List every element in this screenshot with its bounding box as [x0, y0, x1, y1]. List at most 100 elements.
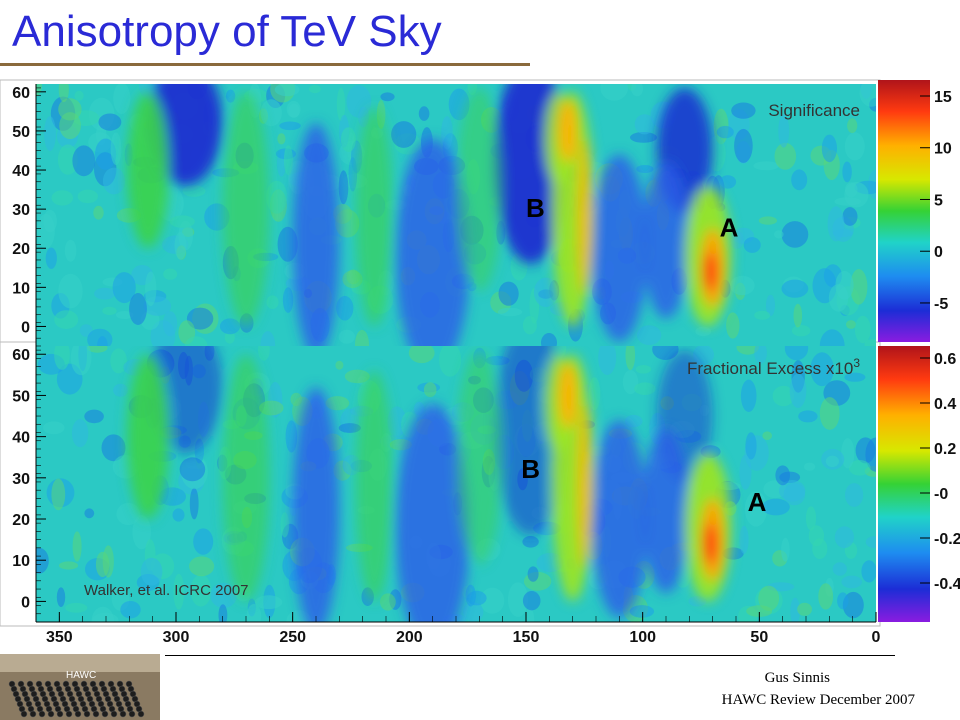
- colorbar-tick-label: 0: [934, 244, 943, 261]
- heatmap-cell: [84, 409, 104, 424]
- heatmap-feature: [642, 428, 690, 594]
- heatmap-cell: [91, 606, 115, 622]
- heatmap-cell: [87, 328, 113, 346]
- fractional-excess-colorbar-ticks: 0.6 0.4 0.2 -0 -0.2 -0.4: [920, 351, 960, 593]
- tank-dot: [29, 710, 37, 718]
- heatmap-cell: [308, 85, 321, 94]
- heatmap-cell: [854, 315, 871, 344]
- heatmap-cell: [95, 551, 110, 578]
- heatmap-cell: [832, 562, 847, 576]
- heatmap-cell: [225, 89, 236, 103]
- heatmap-cell: [790, 597, 800, 622]
- heatmap-cell: [812, 538, 828, 559]
- x-tick-label: 150: [513, 629, 540, 646]
- heatmap-cell: [805, 506, 817, 531]
- heatmap-feature: [577, 403, 592, 569]
- tank-dot: [92, 710, 100, 718]
- heatmap-cell: [163, 268, 178, 280]
- heatmap-cell: [527, 566, 539, 582]
- y-tick-label: 50: [12, 124, 30, 141]
- heatmap-cell: [819, 397, 840, 430]
- heatmap-cell: [129, 293, 147, 325]
- heatmap-cell: [762, 431, 772, 441]
- fractional-excess-axes: 0 10 20 30 40 50 60: [12, 346, 46, 623]
- heatmap-feature: [456, 87, 503, 292]
- heatmap-cell: [772, 385, 795, 407]
- y-tick-label: 20: [12, 241, 30, 258]
- heatmap-features: [127, 84, 732, 346]
- heatmap-feature: [558, 99, 578, 163]
- heatmap-cell: [184, 336, 208, 346]
- heatmap-cell: [845, 483, 864, 507]
- y-tick-label: 50: [12, 388, 30, 405]
- heatmap-cell: [44, 116, 56, 152]
- heatmap-feature: [577, 138, 592, 296]
- y-tick-label: 0: [21, 594, 30, 611]
- heatmap-cell: [716, 125, 734, 139]
- heatmap-cell: [525, 608, 535, 622]
- heatmap-cell: [625, 346, 636, 371]
- heatmap-cell: [791, 325, 811, 337]
- heatmap-cell: [835, 270, 854, 300]
- heatmap-cell: [775, 465, 790, 486]
- ra-axis: 350 300 250 200 150 100 50 0: [35, 612, 881, 646]
- heatmap-cell: [346, 85, 372, 118]
- heatmap-cell: [758, 585, 780, 611]
- heatmap-cell: [219, 318, 241, 335]
- heatmap-feature: [395, 138, 470, 346]
- heatmap-cell: [64, 239, 77, 262]
- y-tick-label: 30: [12, 202, 30, 219]
- heatmap-cell: [743, 237, 761, 253]
- heatmap-cell: [266, 180, 288, 214]
- heatmap-cell: [336, 87, 346, 121]
- x-tick-label: 350: [46, 629, 73, 646]
- significance-heatmap: [36, 84, 876, 346]
- heatmap-cell: [630, 132, 657, 143]
- colorbar-tick-label: -0: [934, 486, 948, 503]
- heatmap-cell: [51, 190, 74, 206]
- heatmap-cell: [652, 346, 679, 360]
- heatmap-cell: [260, 99, 282, 127]
- fractional-excess-heatmap: [36, 346, 876, 622]
- colorbar-tick-label: -0.4: [934, 576, 960, 593]
- x-tick-label: 200: [396, 629, 423, 646]
- source-label: B: [526, 193, 545, 223]
- heatmap-cell: [789, 373, 807, 408]
- heatmap-cell: [441, 116, 453, 150]
- tank-dot: [101, 710, 109, 718]
- heatmap-cell: [74, 90, 84, 101]
- heatmap-cell: [340, 127, 356, 152]
- heatmap-cell: [842, 207, 858, 226]
- heatmap-cell: [140, 557, 163, 586]
- heatmap-cell: [116, 502, 141, 526]
- heatmap-cell: [634, 114, 655, 135]
- heatmap-cell: [762, 498, 790, 516]
- y-tick-label: 10: [12, 280, 30, 297]
- heatmap-feature: [591, 154, 648, 343]
- heatmap-feature: [642, 162, 690, 319]
- heatmap-cell: [336, 295, 354, 321]
- heatmap-cell: [624, 414, 643, 428]
- heatmap-cell: [387, 406, 407, 438]
- heatmap-cell: [804, 462, 816, 471]
- heatmap-feature: [222, 354, 270, 602]
- heatmap-cell: [855, 437, 876, 464]
- significance-colorbar: [878, 80, 930, 342]
- citation: Walker, et al. ICRC 2007: [84, 582, 249, 599]
- fractional-excess-colorbar: [878, 346, 930, 622]
- heatmap-feature: [292, 387, 340, 622]
- heatmap-cell: [810, 352, 834, 387]
- heatmap-cell: [344, 369, 370, 384]
- heatmap-cell: [848, 460, 871, 476]
- heatmap-cell: [850, 269, 868, 305]
- heatmap-cell: [36, 84, 42, 96]
- x-tick-label: 0: [872, 629, 881, 646]
- heatmap-cell: [636, 165, 654, 173]
- heatmap-cell: [380, 593, 396, 611]
- heatmap-cell: [766, 294, 775, 317]
- heatmap-cell: [70, 346, 92, 376]
- heatmap-cell: [739, 454, 752, 490]
- heatmap-cell: [533, 277, 558, 307]
- heatmap-cell: [818, 583, 834, 610]
- heatmap-cell: [588, 377, 601, 411]
